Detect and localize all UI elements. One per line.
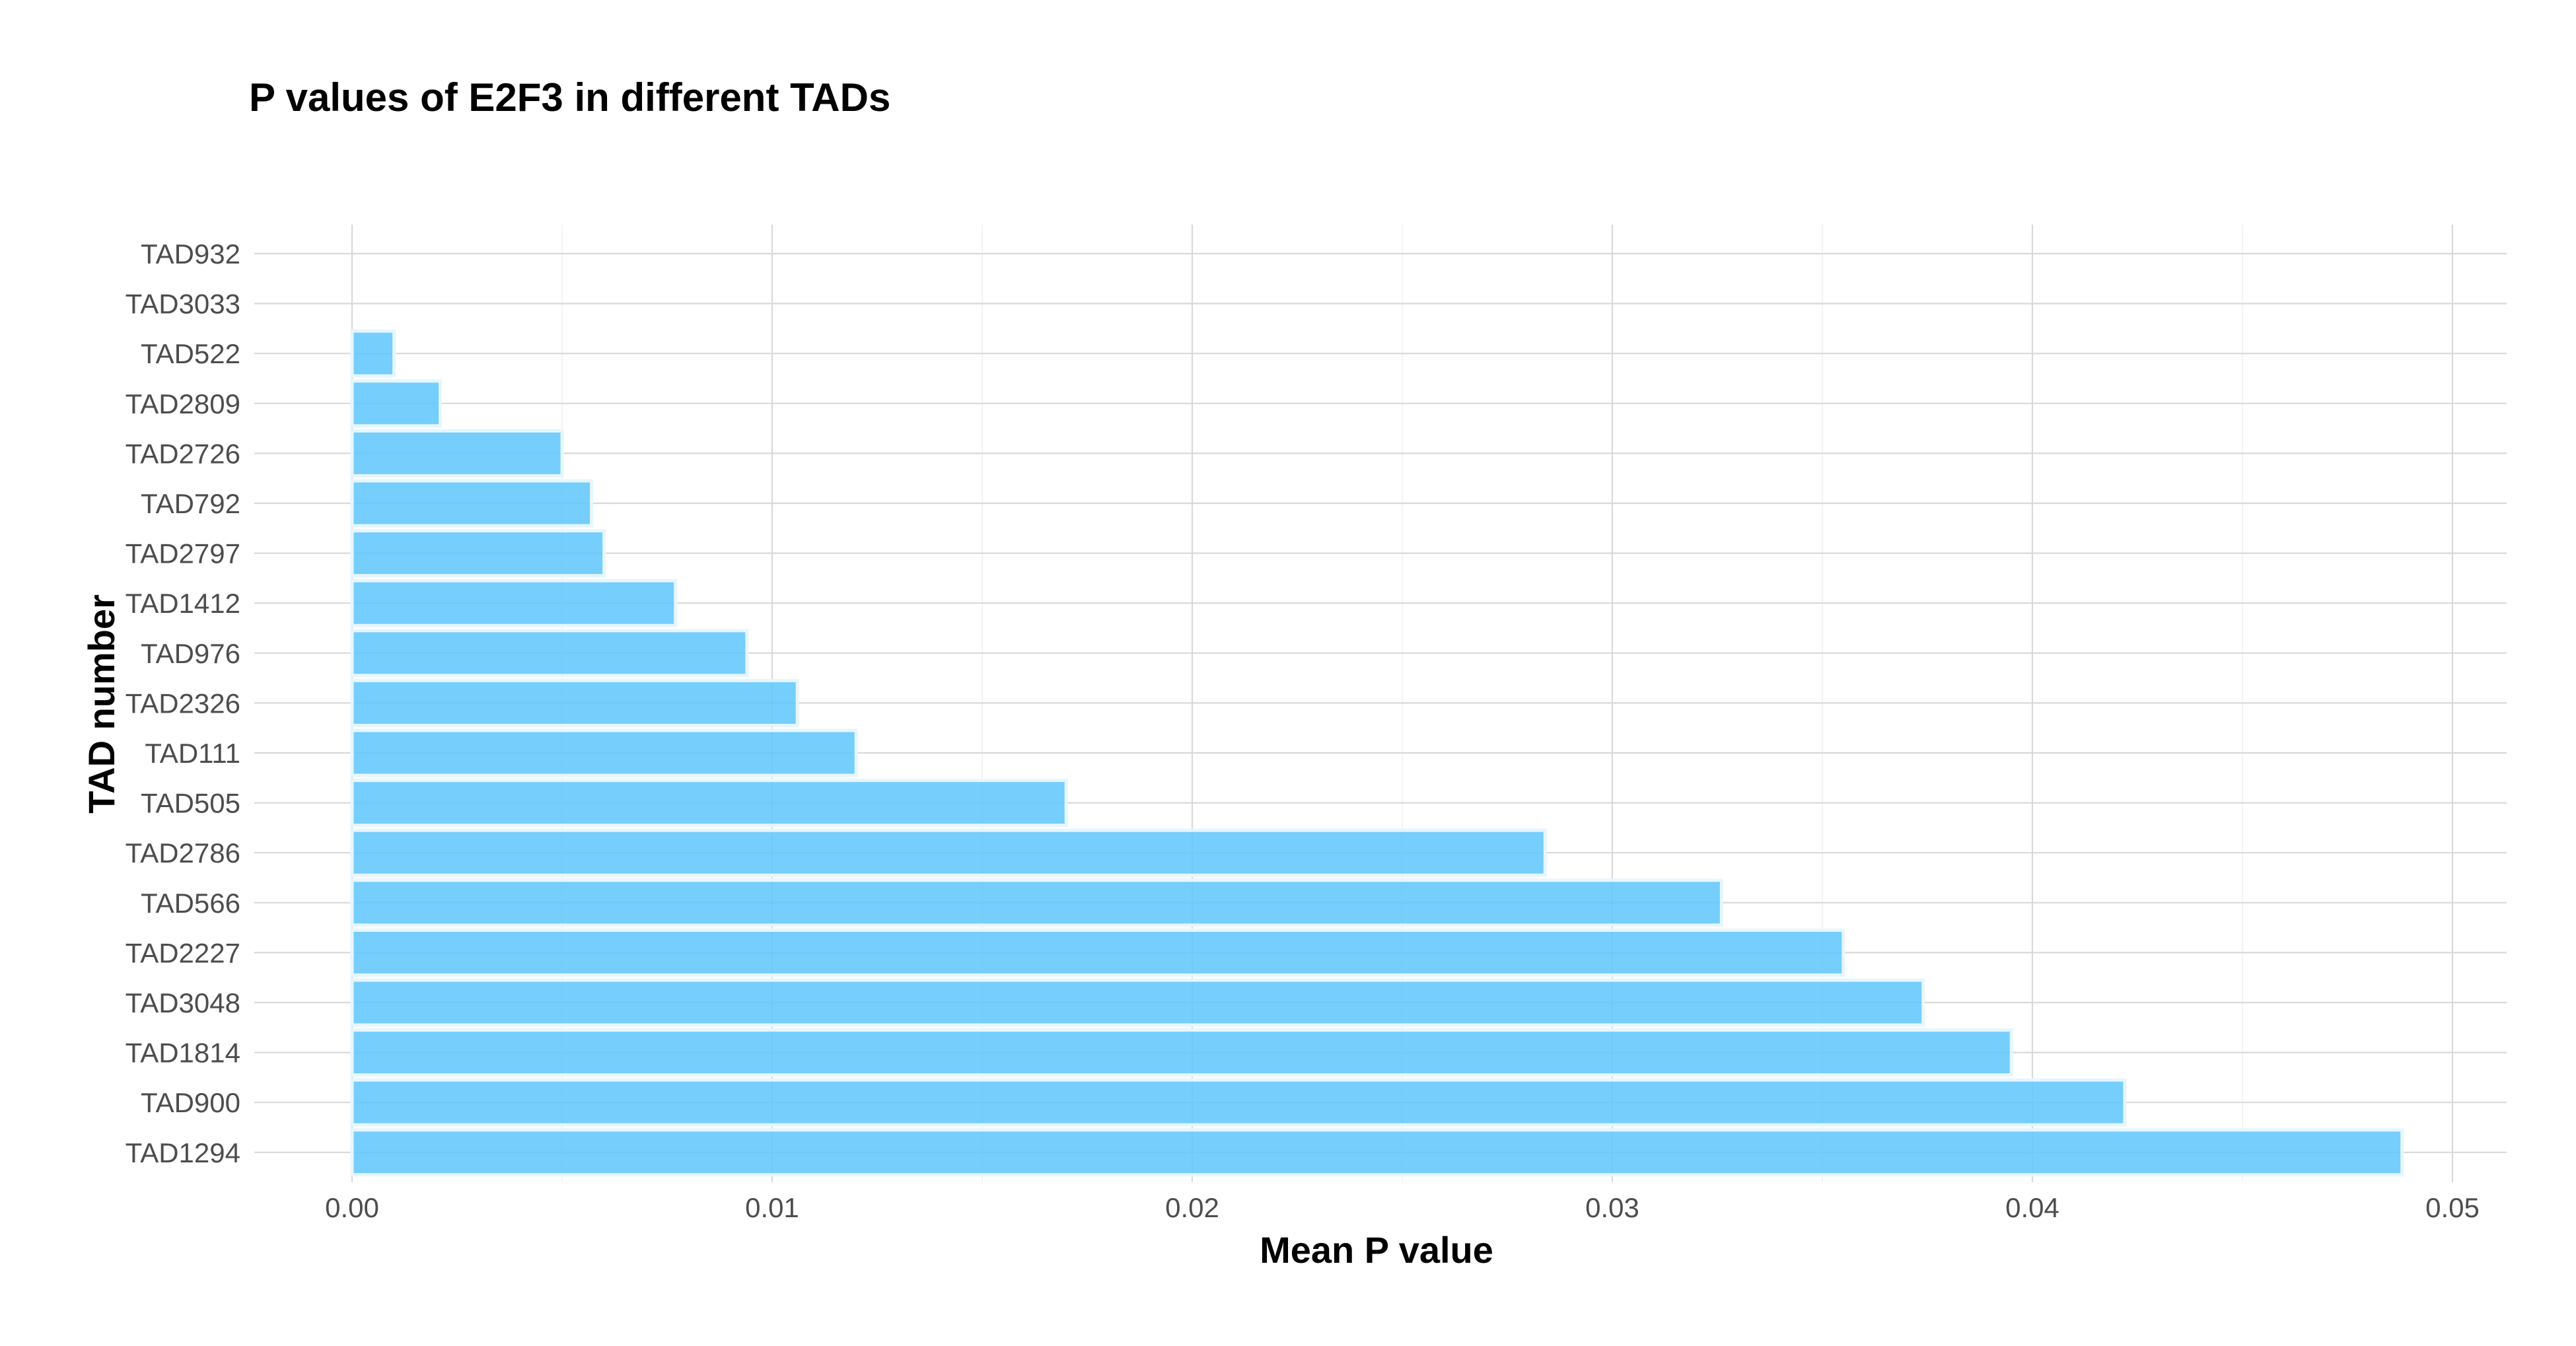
bar-tad2809 [350,379,443,428]
x-axis-title: Mean P value [1260,1229,1493,1271]
x-tick-label: 0.03 [1585,1192,1639,1223]
y-tick-label: TAD2797 [125,538,240,569]
x-axis-tick-labels: 0.00 0.01 0.02 0.03 0.04 0.05 [325,1192,2480,1223]
bar-tad900 [350,1078,2127,1127]
y-tick-label: TAD522 [141,338,240,369]
y-tick-label: TAD3033 [125,289,240,320]
bar-tad2726 [350,429,564,478]
bar-tad1294 [350,1128,2404,1177]
bar-tad111 [350,728,858,777]
x-tick-label: 0.01 [745,1192,799,1223]
y-tick-label: TAD2326 [125,688,240,719]
chart-title: P values of E2F3 in different TADs [249,75,890,120]
y-tick-label: TAD1412 [125,588,240,619]
y-tick-label: TAD976 [141,638,240,669]
y-tick-label: TAD900 [141,1087,240,1118]
y-tick-label: TAD1814 [125,1038,240,1069]
bar-tad1814 [350,1028,2013,1077]
bar-tad3048 [350,978,1925,1027]
y-tick-label: TAD566 [141,888,240,919]
y-tick-label: TAD3048 [125,987,240,1018]
y-tick-label: TAD2786 [125,837,240,868]
y-tick-label: TAD792 [141,488,240,519]
bar-tad976 [350,629,749,678]
y-tick-label: TAD2809 [125,388,240,419]
x-tick-label: 0.04 [2005,1192,2059,1223]
bar-tad2326 [350,678,799,727]
bar-tad505 [350,779,1068,828]
bar-tad1412 [350,579,678,627]
bar-tad2227 [350,928,1845,977]
y-tick-label: TAD2726 [125,438,240,469]
bar-tad566 [350,878,1723,927]
y-axis-tick-labels: TAD932 TAD3033 TAD522 TAD2809 TAD2726 TAD792 T… [125,238,240,1168]
bars [350,329,2404,1177]
y-axis-title: TAD number [81,594,122,814]
y-tick-label: TAD1294 [125,1137,240,1168]
x-tick-label: 0.00 [325,1192,379,1223]
bar-tad2786 [350,828,1547,877]
y-tick-label: TAD2227 [125,937,240,968]
x-tick-label: 0.05 [2425,1192,2480,1223]
y-tick-label: TAD505 [141,788,240,819]
x-tick-label: 0.02 [1165,1192,1219,1223]
y-tick-label: TAD111 [145,738,240,769]
bar-tad2797 [350,529,606,578]
bar-tad522 [350,329,396,378]
y-tick-label: TAD932 [141,238,240,269]
bar-tad792 [350,479,594,528]
